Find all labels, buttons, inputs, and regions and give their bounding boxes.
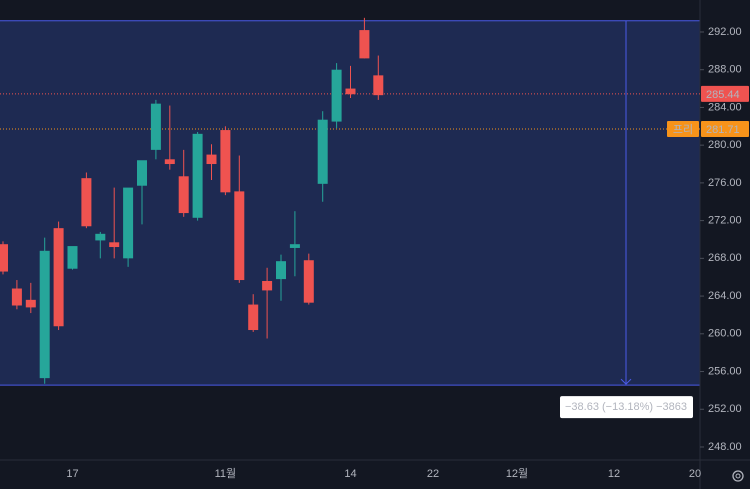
- candle-body: [39, 250, 50, 379]
- x-tick-label: 11월: [215, 467, 237, 480]
- price-tag-box: [667, 121, 699, 138]
- candle-body: [359, 30, 370, 59]
- candle-body: [248, 304, 259, 331]
- candle-body: [276, 261, 286, 280]
- candle-body: [150, 103, 161, 150]
- candle-body: [164, 159, 175, 165]
- y-tick-label: 260.00: [708, 328, 742, 340]
- x-tick-label: 12월: [506, 467, 528, 480]
- candle-body: [234, 191, 245, 281]
- candle-body: [262, 280, 273, 291]
- price-tag: 프리: [673, 123, 693, 136]
- candle-body: [53, 228, 64, 327]
- price-label: 281.71: [706, 124, 740, 136]
- price-label-box: [701, 85, 749, 102]
- y-tick-label: 268.00: [708, 252, 742, 264]
- candle-body: [317, 119, 328, 184]
- x-tick-label: 20: [689, 468, 701, 480]
- y-tick-label: 284.00: [708, 101, 742, 113]
- candle-body: [192, 133, 203, 218]
- candle-body: [303, 260, 314, 303]
- candle-body: [331, 69, 342, 122]
- candle-body: [220, 130, 231, 193]
- y-tick-label: 280.00: [708, 139, 742, 151]
- x-tick-label: 14: [344, 468, 356, 480]
- price-label: 285.44: [706, 89, 740, 101]
- settings-icon[interactable]: [732, 470, 744, 482]
- candle-body: [345, 88, 356, 95]
- measure-label-box: [560, 396, 693, 419]
- y-tick-label: 288.00: [708, 64, 742, 76]
- candle-body: [289, 244, 300, 248]
- x-tick-label: 22: [427, 468, 439, 480]
- x-tick-label: 12: [608, 468, 620, 480]
- candle-body: [0, 244, 8, 272]
- candle-body: [95, 233, 106, 241]
- y-tick-label: 256.00: [708, 365, 742, 377]
- candle-body: [81, 178, 92, 227]
- candle-body: [123, 187, 134, 259]
- y-tick-label: 272.00: [708, 215, 742, 227]
- y-tick-label: 264.00: [708, 290, 742, 302]
- candle-body: [11, 288, 22, 306]
- x-tick-label: 17: [66, 468, 78, 480]
- y-tick-label: 252.00: [708, 403, 742, 415]
- candle-body: [206, 154, 217, 165]
- candle-body: [109, 242, 120, 248]
- candle-body: [67, 246, 78, 269]
- y-tick-label: 248.00: [708, 441, 742, 453]
- y-tick-label: 292.00: [708, 26, 742, 38]
- measure-arrowhead: [620, 378, 632, 385]
- price-label-box: [701, 121, 749, 138]
- candle-body: [137, 160, 147, 186]
- y-tick-label: 276.00: [708, 177, 742, 189]
- candle-body: [25, 299, 36, 308]
- candle-body: [178, 176, 189, 214]
- measure-label: −38.63 (−13.18%) −3863: [565, 401, 687, 413]
- candle-body: [373, 75, 384, 96]
